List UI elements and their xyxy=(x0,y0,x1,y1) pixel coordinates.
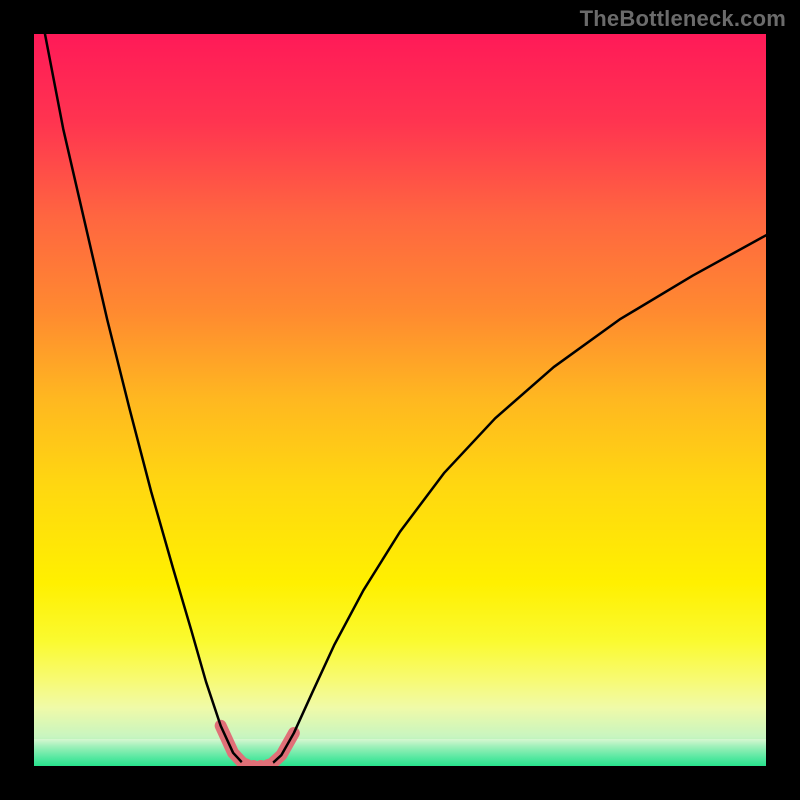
plot-area xyxy=(34,34,766,766)
optimal-green-band xyxy=(34,739,766,766)
watermark-text: TheBottleneck.com xyxy=(580,6,786,32)
heat-gradient-bg xyxy=(34,34,766,766)
